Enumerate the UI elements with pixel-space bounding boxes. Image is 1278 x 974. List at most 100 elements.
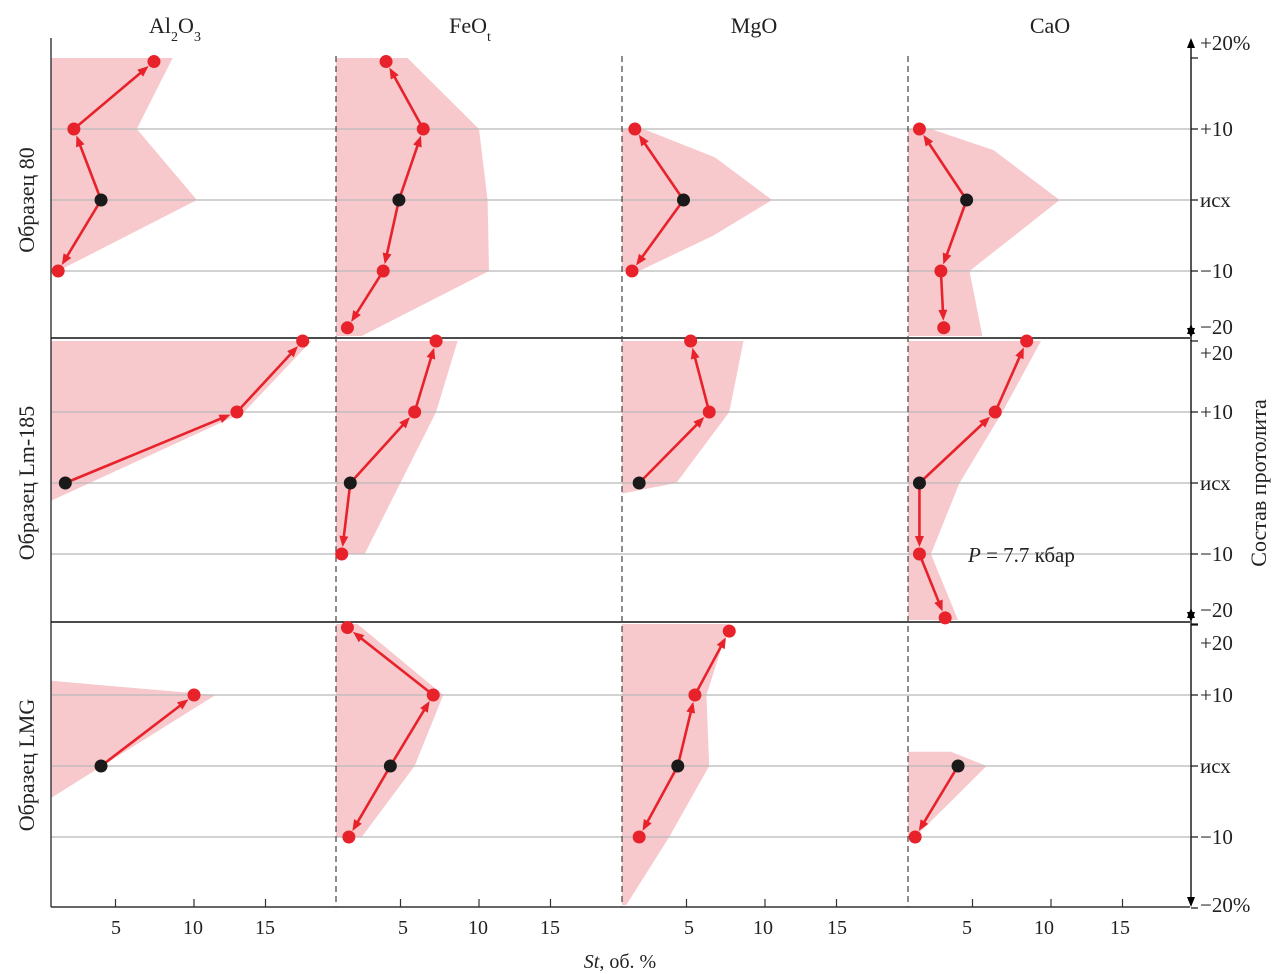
x-tick-label: 10	[1034, 917, 1054, 939]
series-segment	[342, 482, 352, 540]
arrowhead-icon	[693, 416, 705, 428]
arrowhead-icon	[420, 700, 430, 713]
series-segment	[926, 140, 968, 201]
data-points	[51, 55, 1034, 844]
level-label: −10	[1200, 542, 1233, 566]
data-point	[379, 55, 393, 69]
x-tick-label: 10	[468, 917, 488, 939]
x-tick-labels: 5 10 15 5 10 15 5 10 15 5 10 15	[111, 917, 1130, 939]
x-tick-label: 5	[398, 917, 408, 939]
series-segment	[994, 354, 1022, 413]
protolith-point	[94, 759, 108, 773]
data-point	[416, 122, 430, 136]
series-segment	[639, 199, 685, 260]
data-point	[722, 624, 736, 638]
arrowhead-icon	[352, 631, 365, 643]
data-point	[230, 405, 244, 419]
data-point	[335, 547, 349, 561]
right-level-labels: +20% +10 исх −10 −20 +20 +10 исх −10 −20…	[1200, 31, 1250, 917]
data-point	[67, 122, 81, 136]
series-segment	[676, 709, 693, 767]
arrowhead-icon	[176, 699, 189, 710]
level-label: +20	[1200, 631, 1233, 655]
arrowhead-icon	[218, 414, 231, 424]
arrowhead-icon	[389, 67, 399, 80]
series-segment	[939, 270, 945, 313]
level-label: исх	[1200, 754, 1231, 778]
protolith-point	[912, 476, 926, 490]
arrowhead-icon	[399, 417, 410, 429]
series-segment	[73, 70, 144, 130]
series-lines	[61, 66, 1024, 832]
data-point	[934, 264, 948, 278]
level-label: +20%	[1200, 31, 1250, 55]
data-point	[912, 122, 926, 136]
data-point	[187, 688, 201, 702]
series-segment	[64, 416, 224, 485]
uncertainty-band	[51, 58, 197, 271]
axes	[50, 38, 1198, 909]
series-segment	[355, 765, 392, 825]
level-label: +10	[1200, 400, 1233, 424]
gridlines	[51, 128, 1190, 838]
series-segment	[349, 422, 406, 484]
level-label: +10	[1200, 683, 1233, 707]
protolith-point	[671, 759, 685, 773]
arrow-down-icon	[1187, 897, 1195, 907]
arrowhead-icon	[918, 819, 929, 832]
data-point	[988, 405, 1002, 419]
level-label: −20%	[1200, 893, 1250, 917]
row-label-lmg: Образец LMG	[14, 699, 39, 832]
protolith-point	[383, 759, 397, 773]
pressure-annotation: P = 7.7 кбар	[967, 543, 1075, 567]
arrowhead-icon	[137, 66, 149, 77]
arrowhead-icon	[426, 347, 436, 360]
series-segment	[918, 553, 941, 605]
level-label: −10	[1200, 825, 1233, 849]
header-cao: CaO	[1030, 13, 1070, 38]
data-point	[628, 122, 642, 136]
arrowhead-icon	[382, 252, 392, 265]
arrowhead-icon	[914, 536, 924, 547]
data-point	[632, 830, 646, 844]
level-label: +20	[1200, 341, 1233, 365]
arrow-up-icon	[1187, 608, 1195, 618]
arrowhead-icon	[287, 346, 298, 358]
data-point	[688, 688, 702, 702]
protolith-point	[58, 476, 72, 490]
uncertainty-band	[622, 341, 744, 494]
data-point	[429, 334, 443, 348]
data-point	[426, 688, 440, 702]
data-point	[51, 264, 65, 278]
protolith-point	[94, 193, 108, 207]
arrowhead-icon	[352, 819, 362, 831]
series-segment	[392, 74, 425, 130]
series-segment	[413, 354, 434, 413]
uncertainty-band	[908, 341, 1041, 620]
header-mgo: MgO	[731, 13, 777, 38]
x-tick-label: 15	[1110, 917, 1130, 939]
arrowhead-icon	[923, 134, 934, 147]
data-point	[1020, 334, 1034, 348]
arrow-up-icon	[1187, 38, 1195, 48]
data-point	[625, 264, 639, 278]
level-label: −20	[1200, 315, 1233, 339]
row-label-80: Образец 80	[14, 147, 39, 253]
protolith-point	[951, 759, 965, 773]
series-segment	[358, 635, 435, 697]
header-al2o3: Al2O3	[149, 13, 201, 45]
uncertainty-band	[336, 58, 489, 336]
series-segment	[389, 707, 427, 767]
x-tick-label: 5	[684, 917, 694, 939]
level-label: −10	[1200, 259, 1233, 283]
data-point	[376, 264, 390, 278]
data-point	[937, 321, 951, 335]
series-segment	[64, 199, 103, 259]
uncertainty-band	[908, 751, 987, 837]
series-segment	[944, 199, 968, 258]
uncertainty-band	[908, 129, 1060, 336]
arrowhead-icon	[686, 701, 696, 714]
arrowhead-icon	[413, 135, 422, 148]
data-point	[702, 405, 716, 419]
row-label-lm185: Образец Lm-185	[14, 406, 39, 560]
